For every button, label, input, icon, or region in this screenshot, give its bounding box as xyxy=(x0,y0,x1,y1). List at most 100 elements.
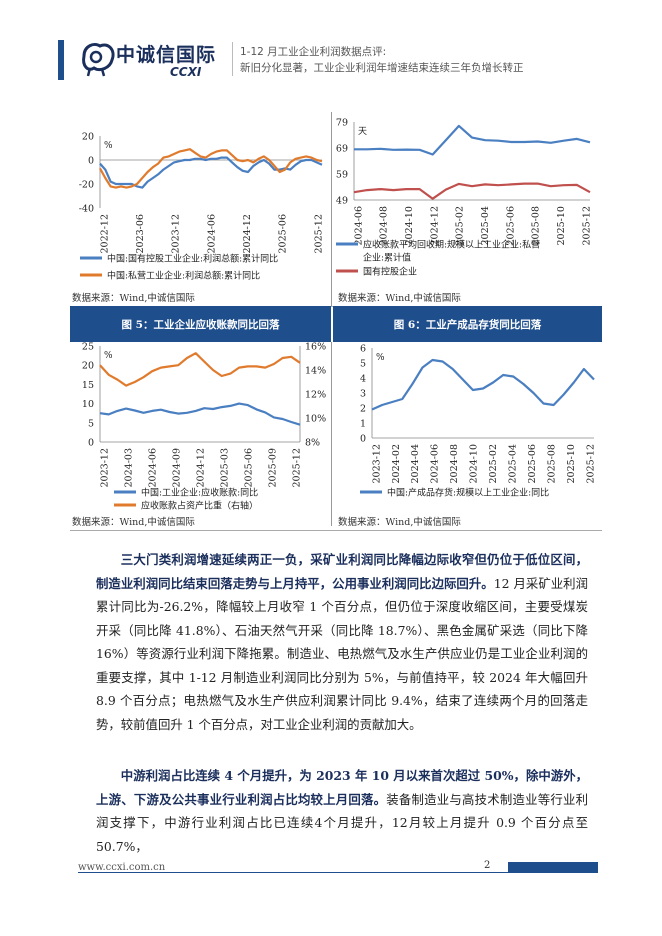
footer-accent-bar xyxy=(508,862,598,872)
legend-label: 国有控股企业 xyxy=(363,266,417,278)
y2-tick-label: 8% xyxy=(305,438,320,449)
logo-text-cn: 中诚信国际 xyxy=(116,44,217,66)
series-line-1 xyxy=(99,402,301,426)
chart-soe-private-profit: 20 0 -20 -40% 2022-12 2023-06 2023-12 2024-06 20… xyxy=(70,112,332,288)
footer-url: www.ccxi.com.cn xyxy=(78,862,166,873)
x-tick-label: 2025-04 xyxy=(508,444,519,483)
y-tick-label: 3 xyxy=(360,389,366,400)
x-tick-label: 2025-06 xyxy=(505,206,516,245)
x-tick-label: 2025-12 xyxy=(291,448,302,487)
series-line-1 xyxy=(99,156,323,189)
legend-label: 中国:工业企业:应收账款:同比 xyxy=(141,487,258,499)
y-tick-label: 6 xyxy=(360,344,366,355)
column-divider-top xyxy=(331,112,332,306)
header-separator xyxy=(232,42,233,76)
unit-label: % xyxy=(376,353,385,363)
y2-tick-label: 16% xyxy=(305,342,326,353)
page-number: 2 xyxy=(484,860,491,871)
y-tick-label: 25 xyxy=(82,342,94,353)
y-tick-label: 0 xyxy=(88,156,94,167)
chart-inventory-yoy-svg: 6 5 4 3 2 1 0% 2023-12 2024-02 2024-04 2024-06 2024… xyxy=(360,344,596,499)
y-tick-label: 69 xyxy=(336,144,348,155)
y-tick-label: 10 xyxy=(82,399,94,410)
y-tick-label: 5 xyxy=(88,418,94,429)
x-tick-label: 2025-04 xyxy=(480,206,491,245)
legend-label: 应收账款平均回收期:规模以上工业企业:私营 xyxy=(363,239,540,251)
x-tick-label: 2025-12 xyxy=(581,206,592,245)
y-tick-label: -20 xyxy=(79,180,94,191)
legend-label: 应收账款占资产比重（右轴） xyxy=(141,500,258,512)
unit-label: % xyxy=(104,141,113,151)
y-tick-label: 1 xyxy=(360,419,366,430)
source-note: 数据来源：Wind,中诚信国际 xyxy=(72,293,195,304)
y-tick-label: 4 xyxy=(360,374,366,385)
report-title-line2: 新旧分化显著，工业企业利润年增速结束连续三年负增长转正 xyxy=(240,62,524,74)
x-tick-label: 2023-12 xyxy=(171,214,182,253)
paragraph-midstream-share: 中游利润占比连续 4 个月提升，为 2023 年 10 月以来首次超过 50%，… xyxy=(96,764,588,858)
x-tick-label: 2023-12 xyxy=(99,448,110,487)
series-line-1 xyxy=(354,124,591,156)
x-tick-label: 2025-06 xyxy=(243,448,254,487)
y-tick-label: 79 xyxy=(336,118,348,129)
source-note: 数据来源：Wind,中诚信国际 xyxy=(338,293,461,304)
paragraph-body: 12 月采矿业利润累计同比为-26.2%，降幅较上月收窄 1 个百分点，但仍位于… xyxy=(96,575,588,732)
series-line-2 xyxy=(353,182,591,200)
footer-rule xyxy=(78,872,598,873)
chart-receivable-days: 79 69 59 49 天 2024-06 2024-08 2024-10 2024-12 202… xyxy=(332,112,602,288)
header-accent-bar xyxy=(58,40,64,80)
y-tick-label: -40 xyxy=(79,204,94,215)
chart-inventory-yoy: 6 5 4 3 2 1 0% 2023-12 2024-02 2024-04 2024-06 2024… xyxy=(332,342,602,512)
x-tick-label: 2024-12 xyxy=(242,214,253,253)
x-tick-label: 2024-08 xyxy=(379,206,390,245)
y-tick-label: 49 xyxy=(336,196,348,207)
y-tick-label: 20 xyxy=(82,132,94,143)
logo-mark-icon xyxy=(82,42,115,77)
legend-label: 中国:国有控股工业企业:利润总额:累计同比 xyxy=(107,253,278,265)
y-tick-label: 2 xyxy=(360,404,366,415)
chart-receivables-yoy: 25 20 15 10 5 0% 16% 14% 12% 10% 8% 2023-12 2024-03 2… xyxy=(70,342,332,512)
x-tick-label: 2024-10 xyxy=(404,206,415,245)
legend-label: 中国:私营工业企业:利润总额:累计同比 xyxy=(107,270,260,282)
x-tick-label: 2025-08 xyxy=(531,206,542,245)
x-tick-label: 2024-09 xyxy=(171,448,182,487)
source-note: 数据来源：Wind,中诚信国际 xyxy=(338,517,461,528)
x-tick-label: 2024-04 xyxy=(410,444,421,483)
x-tick-label: 2024-10 xyxy=(469,444,480,483)
chart-receivable-days-svg: 79 69 59 49 天 2024-06 2024-08 2024-10 2024-12 202… xyxy=(336,118,592,278)
x-tick-label: 2024-06 xyxy=(430,444,441,483)
x-tick-label: 2025-03 xyxy=(219,448,230,487)
logo-text-en: CCXI xyxy=(170,65,202,79)
x-tick-label: 2025-02 xyxy=(488,444,499,483)
x-tick-label: 2024-06 xyxy=(206,214,217,253)
x-tick-label: 2025-09 xyxy=(267,448,278,487)
x-tick-label: 2025-08 xyxy=(546,444,557,483)
x-tick-label: 2023-06 xyxy=(135,214,146,253)
y2-tick-label: 10% xyxy=(305,414,326,425)
y-tick-label: 5 xyxy=(360,359,366,370)
figure-6-title: 图 6：工业产成品存货同比回落 xyxy=(333,306,602,342)
paragraph-lead: 三大门类利润增速延续两正一负，采矿业利润同比降幅边际收窄但仍位于低位区间，制造业… xyxy=(96,552,588,591)
paragraph-body: 装备制造业与高技术制造业等行业利润支撑下，中游行业利润占比已连续4个月提升，12… xyxy=(96,791,589,854)
y-tick-label: 59 xyxy=(336,170,348,181)
y2-tick-label: 12% xyxy=(305,390,326,401)
y-tick-label: 20 xyxy=(82,361,94,372)
divider xyxy=(70,530,602,531)
y2-tick-label: 14% xyxy=(305,366,326,377)
x-tick-label: 2024-06 xyxy=(147,448,158,487)
chart-soe-private-profit-svg: 20 0 -20 -40% 2022-12 2023-06 2023-12 2024-06 20… xyxy=(79,132,325,282)
x-tick-label: 2025-12 xyxy=(313,214,324,253)
legend-label: 中国:产成品存货:规模以上工业企业:同比 xyxy=(387,487,549,499)
report-title-line1: 1-12 月工业企业利润数据点评: xyxy=(240,46,387,58)
paragraph-sector-profit: 三大门类利润增速延续两正一负，采矿业利润同比降幅边际收窄但仍位于低位区间，制造业… xyxy=(96,548,588,736)
series-line-1 xyxy=(371,358,595,411)
y-tick-label: 0 xyxy=(88,438,94,449)
unit-label: % xyxy=(104,351,113,361)
x-tick-label: 2023-12 xyxy=(371,444,382,483)
x-tick-label: 2025-06 xyxy=(278,214,289,253)
x-tick-label: 2025-06 xyxy=(527,444,538,483)
column-divider-bottom xyxy=(331,342,332,526)
paragraph-lead: 中游利润占比连续 4 个月提升，为 2023 年 10 月以来首次超过 50%，… xyxy=(96,768,588,807)
chart-receivables-yoy-svg: 25 20 15 10 5 0% 16% 14% 12% 10% 8% 2023-12 2024-03 2… xyxy=(82,342,326,512)
x-tick-label: 2024-03 xyxy=(123,448,134,487)
legend-label: 企业:累计值 xyxy=(363,252,411,264)
